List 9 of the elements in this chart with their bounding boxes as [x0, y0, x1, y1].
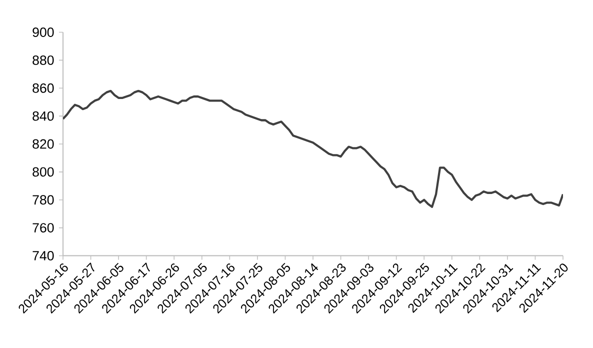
- y-tick-label: 880: [32, 55, 54, 65]
- y-tick-label: 740: [32, 251, 54, 260]
- y-tick-label: 860: [32, 83, 54, 93]
- y-tick-label: 820: [32, 139, 54, 149]
- y-tick-label: 840: [32, 111, 54, 121]
- y-tick-label: 800: [32, 167, 54, 177]
- y-tick-label: 760: [32, 223, 54, 232]
- y-tick-label: 900: [32, 28, 54, 37]
- y-tick-label: 780: [32, 195, 54, 205]
